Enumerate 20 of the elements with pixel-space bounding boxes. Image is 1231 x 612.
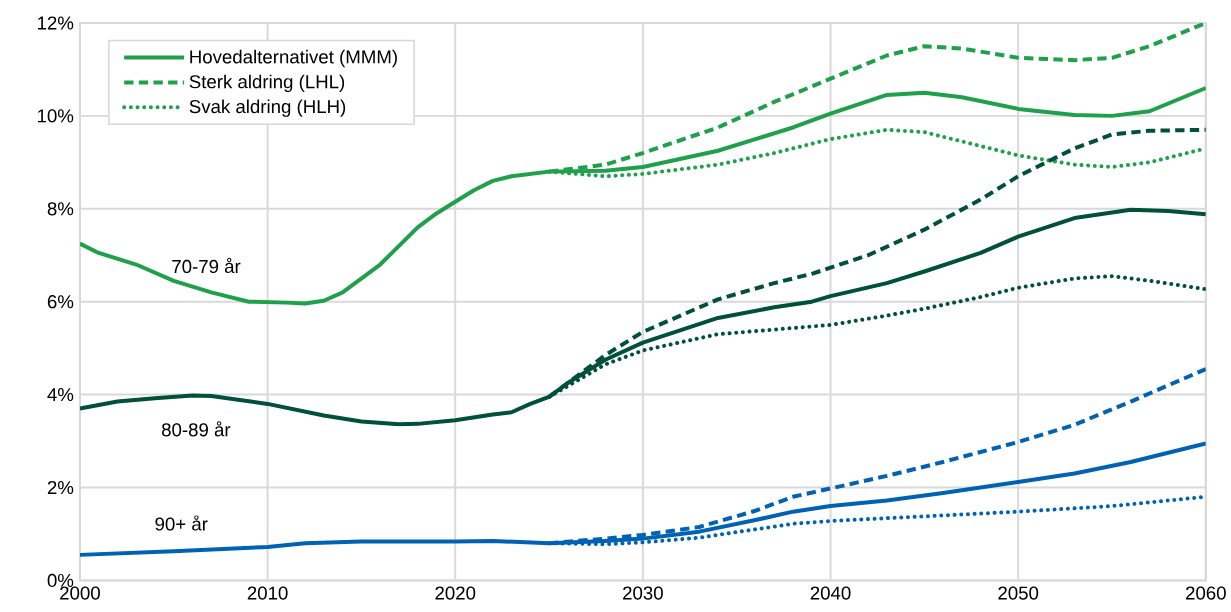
- annotation: 90+ år: [155, 515, 208, 531]
- x-tick-label: 2010: [247, 586, 288, 600]
- x-tick-label: 2060: [1186, 586, 1226, 600]
- y-tick-label: 4%: [47, 387, 74, 401]
- annotation: 80-89 år: [161, 420, 231, 437]
- x-tick-label: 2040: [810, 586, 851, 600]
- y-tick-label: 12%: [37, 16, 74, 30]
- y-tick-label: 2%: [47, 480, 74, 494]
- legend-label: Sterk aldring (LHL): [189, 74, 345, 92]
- legend-label: Svak aldring (HLH): [189, 99, 346, 117]
- y-tick-label: 8%: [47, 201, 74, 216]
- legend-label: Hovedalternativet (MMM): [190, 49, 397, 68]
- x-tick-label: 2000: [60, 586, 100, 600]
- y-tick-label: 0%: [47, 573, 74, 587]
- x-tick-label: 2020: [435, 586, 476, 600]
- y-tick-label: 6%: [47, 294, 74, 309]
- annotation: 70-79 år: [172, 257, 241, 273]
- y-tick-label: 10%: [37, 109, 74, 123]
- x-tick-label: 2050: [998, 586, 1039, 600]
- x-tick-label: 2030: [623, 586, 663, 600]
